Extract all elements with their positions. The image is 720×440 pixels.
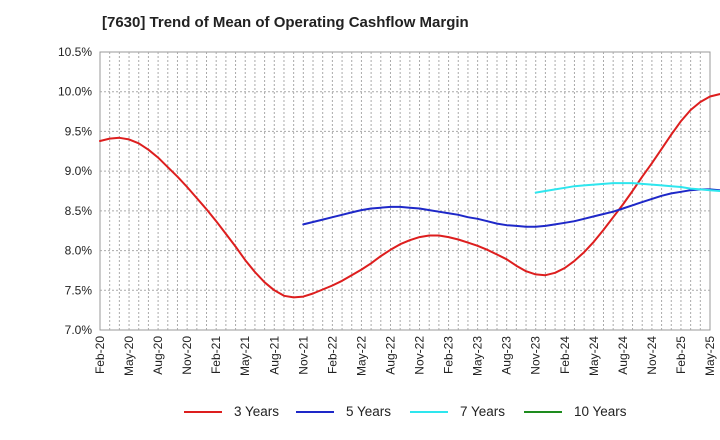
y-tick-label: 7.0% <box>65 323 93 337</box>
x-tick-labels: Feb-20 May-20 Aug-20 Nov-20 Feb-21 May-21 Aug-… <box>93 336 717 376</box>
x-tick-label: Feb-24 <box>558 336 572 374</box>
legend-swatch <box>184 410 222 413</box>
legend-item-3-years: 3 Years <box>184 404 279 419</box>
x-tick-label: May-22 <box>354 336 368 376</box>
legend: 3 Years 5 Years 7 Years 10 Years <box>0 404 720 426</box>
legend-label: 7 Years <box>460 404 506 419</box>
series-line-7-years <box>534 182 720 194</box>
y-tick-label: 9.5% <box>65 124 93 138</box>
legend-swatch <box>296 410 334 413</box>
x-tick-label: Nov-24 <box>645 336 659 375</box>
grid-lines <box>100 52 710 330</box>
x-tick-label: Feb-23 <box>442 336 456 374</box>
x-tick-label: Nov-22 <box>413 336 427 375</box>
x-tick-label: May-20 <box>122 336 136 376</box>
x-tick-label: Nov-21 <box>296 336 310 375</box>
y-tick-label: 7.5% <box>65 283 93 297</box>
x-tick-label: Feb-20 <box>93 336 107 374</box>
legend-item-7-years: 7 Years <box>410 404 505 419</box>
y-tick-label: 10.5% <box>58 45 92 59</box>
y-tick-label: 8.0% <box>65 244 93 258</box>
x-tick-label: Feb-22 <box>325 336 339 374</box>
legend-item-10-years: 10 Years <box>524 404 627 419</box>
legend-item-5-years: 5 Years <box>296 404 391 419</box>
x-tick-label: Nov-20 <box>180 336 194 375</box>
x-tick-label: Aug-23 <box>500 336 514 375</box>
x-tick-label: Aug-20 <box>151 336 165 375</box>
y-tick-labels: 7.0% 7.5% 8.0% 8.5% 9.0% 9.5% 10.0% 10.5% <box>58 45 92 337</box>
series-lines <box>99 93 720 299</box>
legend-label: 5 Years <box>346 404 392 419</box>
chart-plot: 7.0% 7.5% 8.0% 8.5% 9.0% 9.5% 10.0% 10.5% Feb-2… <box>58 45 720 376</box>
x-tick-label: Aug-21 <box>267 336 281 375</box>
x-tick-label: Aug-24 <box>616 336 630 375</box>
y-tick-label: 10.0% <box>58 85 92 99</box>
x-tick-label: May-21 <box>238 336 252 376</box>
y-tick-label: 8.5% <box>65 204 93 218</box>
legend-label: 3 Years <box>234 404 280 419</box>
x-tick-label: May-23 <box>471 336 485 376</box>
x-tick-label: Nov-23 <box>529 336 543 375</box>
legend-label: 10 Years <box>574 404 627 419</box>
y-tick-label: 9.0% <box>65 164 93 178</box>
x-tick-label: Feb-25 <box>674 336 688 374</box>
x-tick-label: Aug-22 <box>383 336 397 375</box>
x-tick-label: Feb-21 <box>209 336 223 374</box>
series-line-3-years <box>99 93 720 299</box>
legend-swatch <box>524 410 562 413</box>
chart-title: [7630] Trend of Mean of Operating Cashfl… <box>102 14 469 31</box>
x-tick-label: May-25 <box>703 336 717 376</box>
x-tick-label: May-24 <box>587 336 601 376</box>
legend-swatch <box>410 410 448 413</box>
